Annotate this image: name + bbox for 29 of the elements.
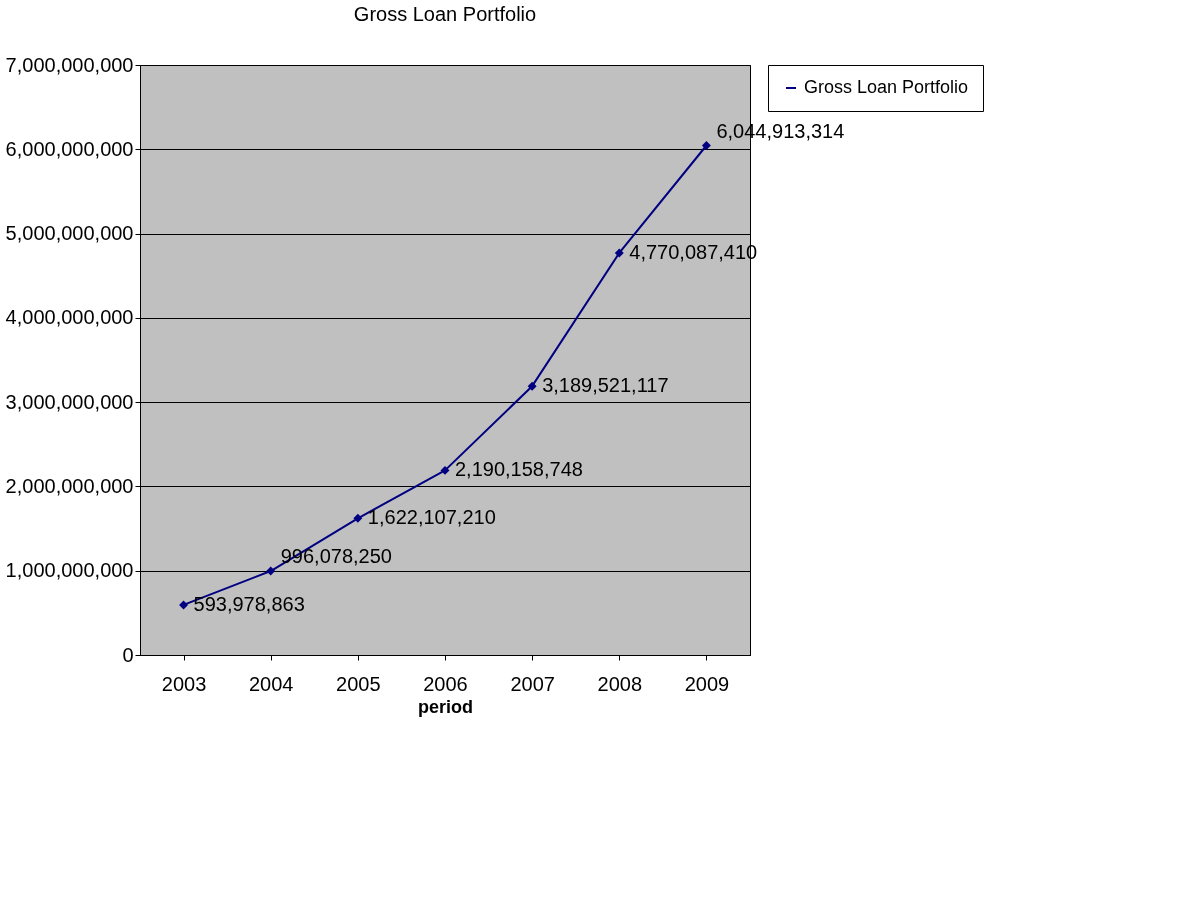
- chart-title: Gross Loan Portfolio: [353, 3, 537, 25]
- y-tick-label: 3,000,000,000: [5, 390, 134, 413]
- y-tick-label: 1,000,000,000: [5, 559, 134, 582]
- x-tick-label: 2008: [597, 672, 643, 695]
- data-label: 593,978,863: [193, 592, 305, 615]
- data-label: 3,189,521,117: [542, 374, 669, 397]
- point: [614, 248, 624, 258]
- x-tick-label: 2006: [423, 672, 468, 695]
- legend-label: Gross Loan Portfolio: [804, 77, 969, 97]
- y-tick-label: 5,000,000,000: [5, 222, 134, 245]
- point: [701, 141, 711, 150]
- x-tick-label: 2007: [510, 672, 555, 695]
- x-tick-label: 2003: [161, 672, 207, 695]
- data-label: 2,190,158,748: [455, 458, 583, 481]
- x-tick-label: 2009: [684, 672, 730, 695]
- point: [266, 566, 276, 576]
- point: [353, 513, 363, 523]
- data-label: 1,622,107,210: [367, 506, 496, 529]
- x-tick-label: 2004: [248, 672, 294, 695]
- point: [440, 465, 450, 475]
- point: [179, 600, 189, 610]
- y-tick-label: 0: [122, 643, 134, 666]
- y-tick-label: 2,000,000,000: [5, 474, 134, 497]
- y-tick-label: 7,000,000,000: [5, 53, 134, 76]
- x-tick-label: 2005: [336, 672, 381, 695]
- point: [527, 381, 537, 391]
- y-tick-label: 4,000,000,000: [5, 306, 134, 329]
- x-axis-title: period: [417, 696, 474, 717]
- y-tick-label: 6,000,000,000: [5, 137, 134, 160]
